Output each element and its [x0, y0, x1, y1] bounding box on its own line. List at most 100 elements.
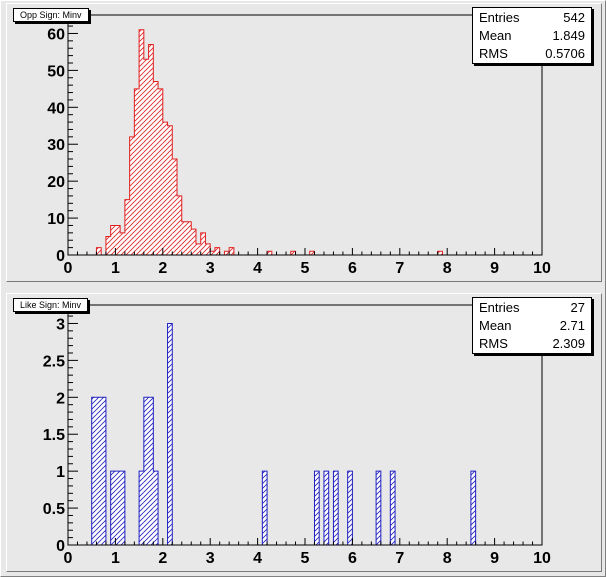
stats-entries-row: Entries 542 — [479, 9, 585, 27]
histogram-bin — [115, 225, 121, 255]
y-tick-label: 2.5 — [43, 353, 65, 370]
plot-border — [67, 304, 543, 546]
histogram-bin — [333, 471, 339, 545]
histogram-bin — [143, 397, 149, 545]
histogram-bin — [376, 471, 381, 545]
histogram-bin — [101, 397, 106, 545]
stats-entries-value: 27 — [570, 300, 585, 315]
histogram-bin — [153, 81, 159, 255]
histogram-bin — [390, 471, 396, 545]
histogram-bin — [267, 251, 272, 255]
y-tick-label: 30 — [47, 137, 65, 154]
stats-mean-row: Mean 1.849 — [479, 27, 585, 45]
stats-rms-label: RMS — [479, 46, 508, 61]
x-tick-label: 5 — [301, 260, 310, 277]
histogram-bin — [177, 195, 182, 255]
x-tick-label: 5 — [301, 550, 310, 567]
x-tick-label: 9 — [490, 260, 499, 277]
histogram-bin — [129, 136, 135, 255]
stats-entries-row: Entries 27 — [479, 299, 585, 317]
x-tick-label: 0 — [64, 260, 73, 277]
histogram-bin — [186, 221, 192, 255]
x-tick-label: 3 — [206, 550, 215, 567]
histogram-bin — [91, 397, 97, 545]
histogram-bin — [110, 471, 116, 545]
x-tick-label: 0 — [64, 550, 73, 567]
pad-like-sign[interactable]: 0 1 2 3 4 5 6 7 8 9 10 0 0.5 1 1.5 2 2.5 3 Like Sign: Min… — [6, 293, 602, 572]
plot-border — [67, 14, 543, 256]
histogram-title: Opp Sign: Minv — [13, 8, 89, 22]
histogram-bin — [437, 251, 443, 255]
histogram-bin — [110, 225, 116, 255]
histogram-bin — [148, 397, 154, 545]
x-tick-label: 9 — [490, 550, 499, 567]
histogram-bin — [195, 243, 201, 255]
y-tick-label: 3 — [56, 316, 65, 333]
histogram-bin — [115, 471, 121, 545]
stats-rms-label: RMS — [479, 336, 508, 351]
stats-entries-label: Entries — [479, 10, 520, 25]
histogram-bin — [167, 125, 173, 256]
x-tick-label: 6 — [348, 550, 357, 567]
stats-mean-value: 1.849 — [552, 28, 585, 43]
y-tick-label: 2 — [56, 390, 65, 407]
stats-box[interactable]: Entries 542 Mean 1.849 RMS 0.5706 — [472, 7, 592, 64]
x-tick-label: 3 — [206, 260, 215, 277]
histogram-bin — [205, 243, 211, 255]
stats-box[interactable]: Entries 27 Mean 2.71 RMS 2.309 — [472, 297, 592, 354]
x-tick-label: 7 — [395, 550, 404, 567]
histogram-bin — [162, 122, 168, 255]
histogram-bin — [214, 247, 220, 255]
stats-rms-value: 0.5706 — [545, 46, 585, 61]
x-tick-label: 10 — [533, 550, 551, 567]
histogram-bin — [309, 251, 315, 255]
y-tick-label: 60 — [47, 26, 65, 43]
histogram-bin — [314, 471, 320, 545]
histogram-bin — [153, 471, 159, 545]
x-tick-label: 2 — [158, 260, 167, 277]
x-tick-label: 2 — [158, 550, 167, 567]
stats-mean-value: 2.71 — [559, 318, 585, 333]
y-tick-label: 1.5 — [43, 427, 65, 444]
histogram-bin — [105, 236, 111, 255]
y-tick-label: 1 — [56, 464, 65, 481]
stats-entries-value: 542 — [563, 10, 585, 25]
x-tick-label: 1 — [111, 260, 120, 277]
y-tick-label: 0 — [56, 538, 65, 555]
histogram-bin — [191, 229, 196, 255]
histogram-title: Like Sign: Minv — [13, 298, 89, 312]
histogram-bin — [167, 323, 173, 545]
x-tick-label: 1 — [111, 550, 120, 567]
histogram-bin — [96, 397, 102, 545]
y-tick-label: 10 — [47, 211, 65, 228]
stats-rms-value: 2.309 — [552, 336, 585, 351]
stats-mean-row: Mean 2.71 — [479, 317, 585, 335]
stats-rms-row: RMS 2.309 — [479, 335, 585, 353]
x-tick-label: 10 — [533, 260, 551, 277]
histogram-bin — [470, 471, 476, 545]
histogram-bin — [323, 471, 329, 545]
histogram-bin — [210, 251, 215, 255]
histogram-bin — [139, 29, 144, 256]
pad-opposite-sign[interactable]: 0 1 2 3 4 5 6 7 8 9 10 0 10 20 30 40 50 60 Opp Sign: Minv… — [6, 3, 602, 282]
histogram-bin — [224, 251, 230, 255]
x-tick-label: 4 — [253, 260, 262, 277]
histogram-opposite-sign: 0 1 2 3 4 5 6 7 8 9 10 0 10 20 30 40 50 60 — [47, 14, 551, 277]
histogram-bin — [96, 247, 102, 255]
histogram-bin — [262, 471, 268, 545]
stats-entries-label: Entries — [479, 300, 520, 315]
stats-rms-row: RMS 0.5706 — [479, 45, 585, 63]
stats-mean-label: Mean — [479, 28, 512, 43]
x-tick-label: 8 — [443, 550, 452, 567]
x-tick-label: 7 — [395, 260, 404, 277]
histogram-bin — [347, 471, 353, 545]
histogram-bin — [120, 232, 125, 255]
histogram-like-sign: 0 1 2 3 4 5 6 7 8 9 10 0 0.5 1 1.5 2 2.5 3 — [43, 304, 551, 567]
histogram-outline — [95, 29, 443, 256]
y-tick-label: 0.5 — [43, 501, 65, 518]
histogram-bin — [124, 199, 130, 255]
histogram-bin — [120, 471, 125, 545]
x-tick-label: 8 — [443, 260, 452, 277]
histogram-bin — [148, 44, 154, 256]
